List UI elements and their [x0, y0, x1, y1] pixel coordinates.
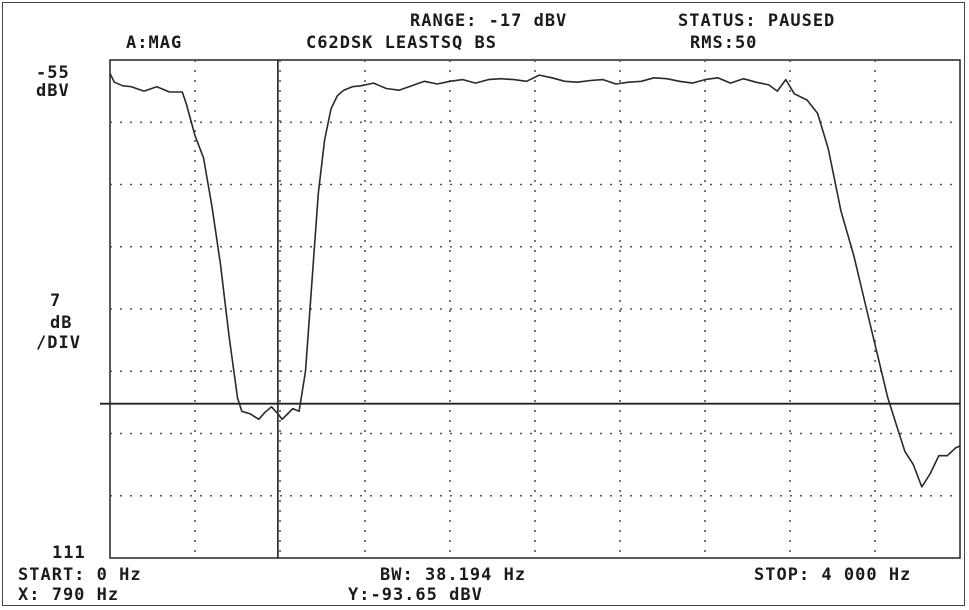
spectrum-trace [109, 72, 961, 488]
rms-readout: RMS:50 [690, 33, 758, 53]
scale-top-value: -55 [36, 63, 70, 83]
bandwidth-readout: BW: 38.194 Hz [380, 565, 527, 585]
scale-per-div-suffix: /DIV [36, 333, 81, 353]
scale-per-div-unit: dB [50, 313, 73, 333]
trace-mode-label: A:MAG [126, 33, 183, 53]
status-readout: STATUS: PAUSED [678, 11, 836, 31]
stop-frequency: STOP: 4 000 Hz [754, 565, 912, 585]
start-frequency: START: 0 Hz [18, 565, 142, 585]
scale-bottom-value: 111 [52, 543, 86, 563]
scale-per-div-value: 7 [50, 291, 62, 311]
plot-border [109, 59, 961, 559]
scale-top-unit: dBV [36, 81, 70, 101]
measurement-title: C62DSK LEASTSQ BS [306, 33, 497, 53]
marker-x-readout: X: 790 Hz [18, 585, 120, 605]
range-readout: RANGE: -17 dBV [410, 11, 568, 31]
marker-y-readout: Y:-93.65 dBV [348, 585, 483, 605]
